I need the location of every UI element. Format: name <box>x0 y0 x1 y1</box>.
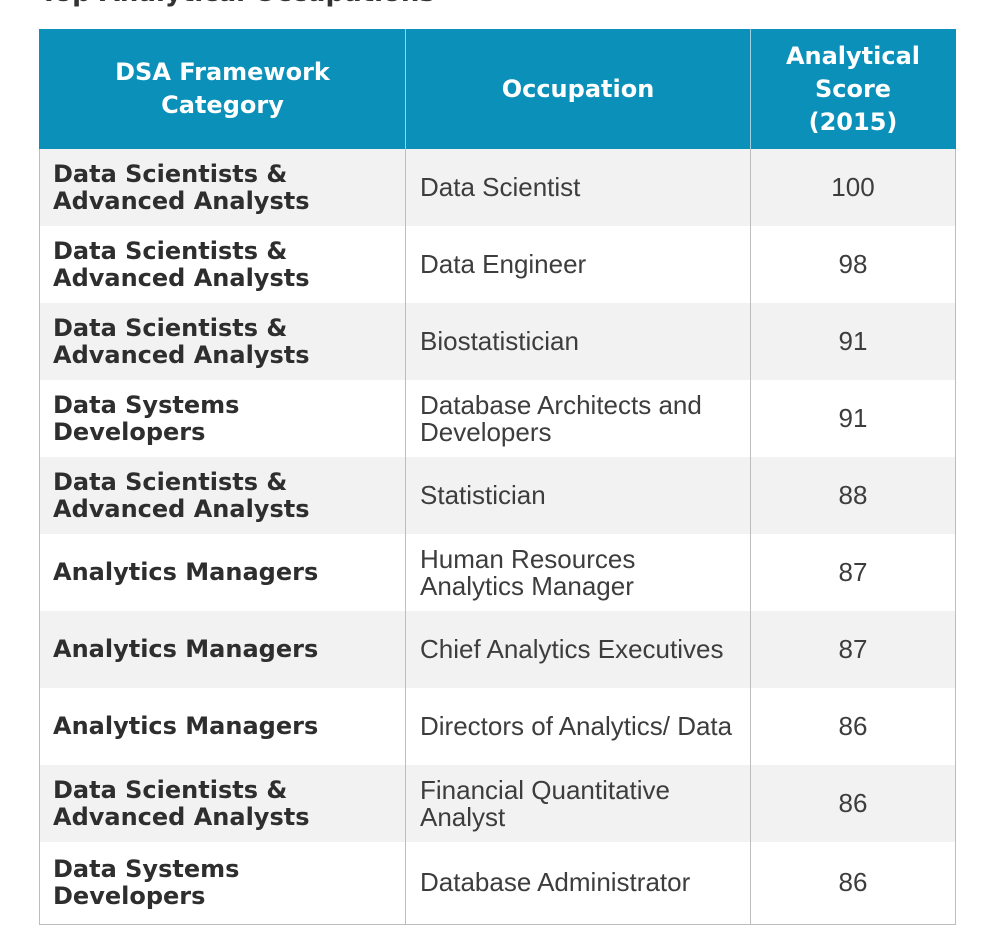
score-cell: 98 <box>750 226 956 303</box>
category-cell: Analytics Managers <box>39 688 406 765</box>
table-row: Analytics Managers Human Resources Analy… <box>39 534 956 611</box>
category-cell: Data Systems Developers <box>39 842 406 925</box>
category-cell: Data Scientists & Advanced Analysts <box>39 303 406 380</box>
score-cell: 87 <box>750 534 956 611</box>
table-row: Data Systems Developers Database Adminis… <box>39 842 956 925</box>
table-row: Data Scientists & Advanced Analysts Bios… <box>39 303 956 380</box>
header-category: DSA Framework Category <box>39 29 406 149</box>
occupation-cell: Directors of Analytics/ Data <box>405 688 751 765</box>
occupation-cell: Database Architects and Developers <box>405 380 751 457</box>
table-row: Data Scientists & Advanced Analysts Fina… <box>39 765 956 842</box>
table-row: Data Scientists & Advanced Analysts Data… <box>39 226 956 303</box>
category-cell: Data Scientists & Advanced Analysts <box>39 765 406 842</box>
table-row: Data Scientists & Advanced Analysts Data… <box>39 149 956 226</box>
table-row: Analytics Managers Directors of Analytic… <box>39 688 956 765</box>
score-cell: 87 <box>750 611 956 688</box>
score-cell: 86 <box>750 765 956 842</box>
category-cell: Analytics Managers <box>39 611 406 688</box>
score-cell: 86 <box>750 688 956 765</box>
score-cell: 88 <box>750 457 956 534</box>
score-cell: 91 <box>750 380 956 457</box>
occupation-cell: Data Engineer <box>405 226 751 303</box>
occupation-cell: Statistician <box>405 457 751 534</box>
occupation-cell: Human Resources Analytics Manager <box>405 534 751 611</box>
category-cell: Data Scientists & Advanced Analysts <box>39 457 406 534</box>
table-row: Analytics Managers Chief Analytics Execu… <box>39 611 956 688</box>
score-cell: 86 <box>750 842 956 925</box>
page-title: Top Analytical Occupations <box>40 0 640 8</box>
table-row: Data Systems Developers Database Archite… <box>39 380 956 457</box>
header-analytical-score: Analytical Score (2015) <box>750 29 956 149</box>
category-cell: Data Systems Developers <box>39 380 406 457</box>
score-cell: 91 <box>750 303 956 380</box>
occupation-cell: Database Administrator <box>405 842 751 925</box>
category-cell: Data Scientists & Advanced Analysts <box>39 226 406 303</box>
table-row: Data Scientists & Advanced Analysts Stat… <box>39 457 956 534</box>
occupation-cell: Biostatistician <box>405 303 751 380</box>
category-cell: Analytics Managers <box>39 534 406 611</box>
occupation-cell: Financial Quantitative Analyst <box>405 765 751 842</box>
header-occupation: Occupation <box>405 29 751 149</box>
occupation-cell: Data Scientist <box>405 149 751 226</box>
category-cell: Data Scientists & Advanced Analysts <box>39 149 406 226</box>
score-cell: 100 <box>750 149 956 226</box>
occupation-score-table: DSA Framework Category Occupation Analyt… <box>39 29 956 925</box>
table-header-row: DSA Framework Category Occupation Analyt… <box>39 29 956 149</box>
occupation-cell: Chief Analytics Executives <box>405 611 751 688</box>
